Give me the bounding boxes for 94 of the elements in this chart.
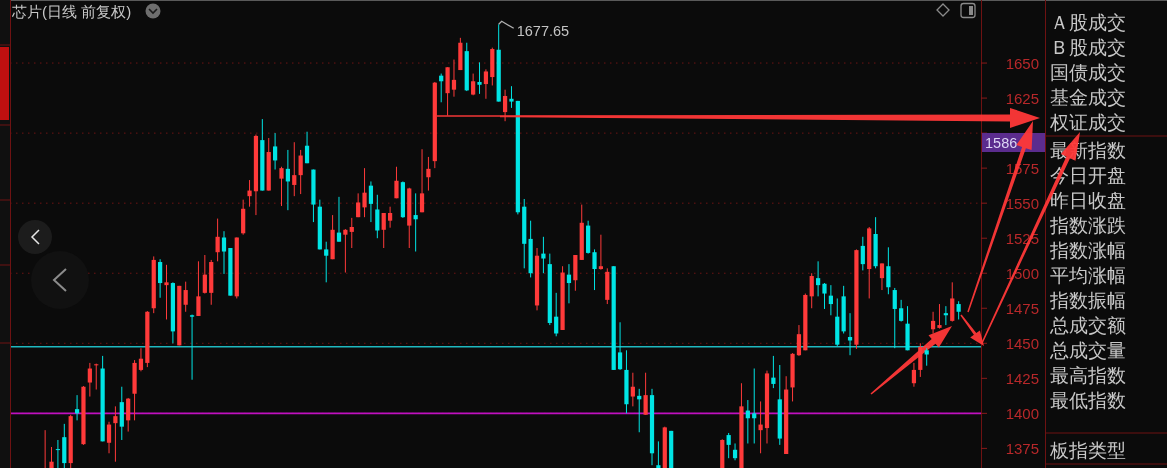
- candlestick: [196, 260, 201, 317]
- candlestick: [598, 234, 604, 271]
- candlestick: [592, 248, 597, 291]
- text: 最低指数: [1050, 389, 1126, 411]
- candlestick: [349, 217, 354, 249]
- candlestick: [899, 299, 904, 323]
- y-tick-label: 1550: [1005, 194, 1039, 212]
- candlestick: [796, 324, 802, 357]
- candlestick: [368, 180, 374, 223]
- candlestick: [362, 167, 367, 218]
- candlestick: [375, 194, 380, 239]
- candlestick: [656, 440, 661, 468]
- y-tick-label: 1425: [1005, 369, 1039, 387]
- candlestick: [158, 258, 163, 299]
- text: 平均涨幅: [1050, 264, 1126, 286]
- candlestick: [292, 141, 297, 197]
- candlestick: [860, 236, 865, 271]
- text: 指数涨跌: [1049, 214, 1126, 236]
- text: Ｂ股成交: [1050, 36, 1126, 58]
- candlestick: [273, 132, 278, 171]
- candlestick: [541, 236, 546, 274]
- text: 指数涨幅: [1049, 239, 1126, 261]
- candlestick: [106, 421, 112, 454]
- text: 总成交额: [1049, 314, 1126, 336]
- candlestick: [911, 362, 917, 388]
- candlestick: [426, 156, 431, 192]
- candlestick: [381, 212, 386, 249]
- candlestick: [822, 282, 827, 310]
- candlestick: [502, 89, 508, 122]
- candlestick: [419, 148, 425, 213]
- text: 总成交量: [1049, 339, 1126, 361]
- candlestick: [950, 281, 955, 323]
- text: Ａ股成交: [1050, 11, 1126, 33]
- chart-title: 芯片(日线 前复权): [11, 2, 132, 20]
- candlestick: [343, 228, 348, 274]
- candlestick: [752, 368, 757, 444]
- candlestick: [918, 342, 923, 378]
- candlestick: [55, 439, 61, 468]
- candlestick: [451, 59, 457, 98]
- candlestick: [726, 432, 731, 459]
- y-tick-label: 1625: [1005, 89, 1039, 107]
- candlestick: [279, 166, 284, 207]
- text: 昨日收盘: [1050, 189, 1126, 211]
- y-tick-label: 1400: [1005, 404, 1039, 422]
- candlestick: [828, 284, 833, 316]
- candlestick: [164, 264, 169, 320]
- candlestick: [113, 405, 118, 463]
- candlestick: [304, 131, 310, 164]
- text: 1586: [985, 134, 1018, 151]
- candlestick: [215, 218, 220, 262]
- candlestick: [937, 303, 942, 330]
- candlestick: [509, 85, 514, 109]
- candlestick: [617, 321, 623, 371]
- candlestick: [49, 446, 54, 468]
- text: 最高指数: [1050, 364, 1126, 386]
- candlestick: [886, 246, 891, 295]
- text: 板指类型: [1049, 439, 1126, 461]
- y-tick-label: 1475: [1005, 299, 1039, 317]
- text: 国债成交: [1050, 61, 1126, 83]
- candlestick: [815, 260, 821, 297]
- candlestick: [298, 149, 303, 195]
- candlestick: [189, 314, 195, 381]
- candlestick: [126, 397, 131, 433]
- text: 指数振幅: [1049, 289, 1126, 311]
- candlestick: [630, 372, 635, 407]
- candlestick: [930, 311, 936, 334]
- candlestick: [566, 263, 572, 304]
- candlestick: [336, 196, 342, 243]
- candlestick: [324, 241, 329, 283]
- candlestick: [387, 206, 393, 229]
- candlestick: [247, 179, 252, 208]
- annotation: 1677.65: [516, 23, 570, 40]
- candlestick: [809, 272, 814, 309]
- candlestick: [183, 281, 188, 313]
- candlestick: [94, 363, 99, 391]
- candlestick: [732, 442, 738, 461]
- candlestick: [477, 61, 482, 95]
- text: 权证成交: [1049, 111, 1126, 133]
- candlestick: [879, 262, 885, 291]
- candlestick: [394, 166, 399, 199]
- text: 基金成交: [1050, 86, 1126, 108]
- candlestick: [483, 68, 489, 100]
- y-tick-label: 1375: [1005, 439, 1039, 457]
- candlestick: [643, 372, 648, 416]
- candlestick: [554, 292, 559, 337]
- candlestick: [87, 362, 92, 398]
- y-tick-label: 1650: [1005, 54, 1039, 72]
- candlestick: [956, 300, 961, 320]
- y-tick-label: 1450: [1005, 334, 1039, 352]
- candlestick: [285, 149, 290, 211]
- candlestick: [221, 230, 227, 275]
- candlestick: [892, 287, 897, 349]
- candlestick: [202, 254, 207, 295]
- candlestick: [138, 347, 144, 372]
